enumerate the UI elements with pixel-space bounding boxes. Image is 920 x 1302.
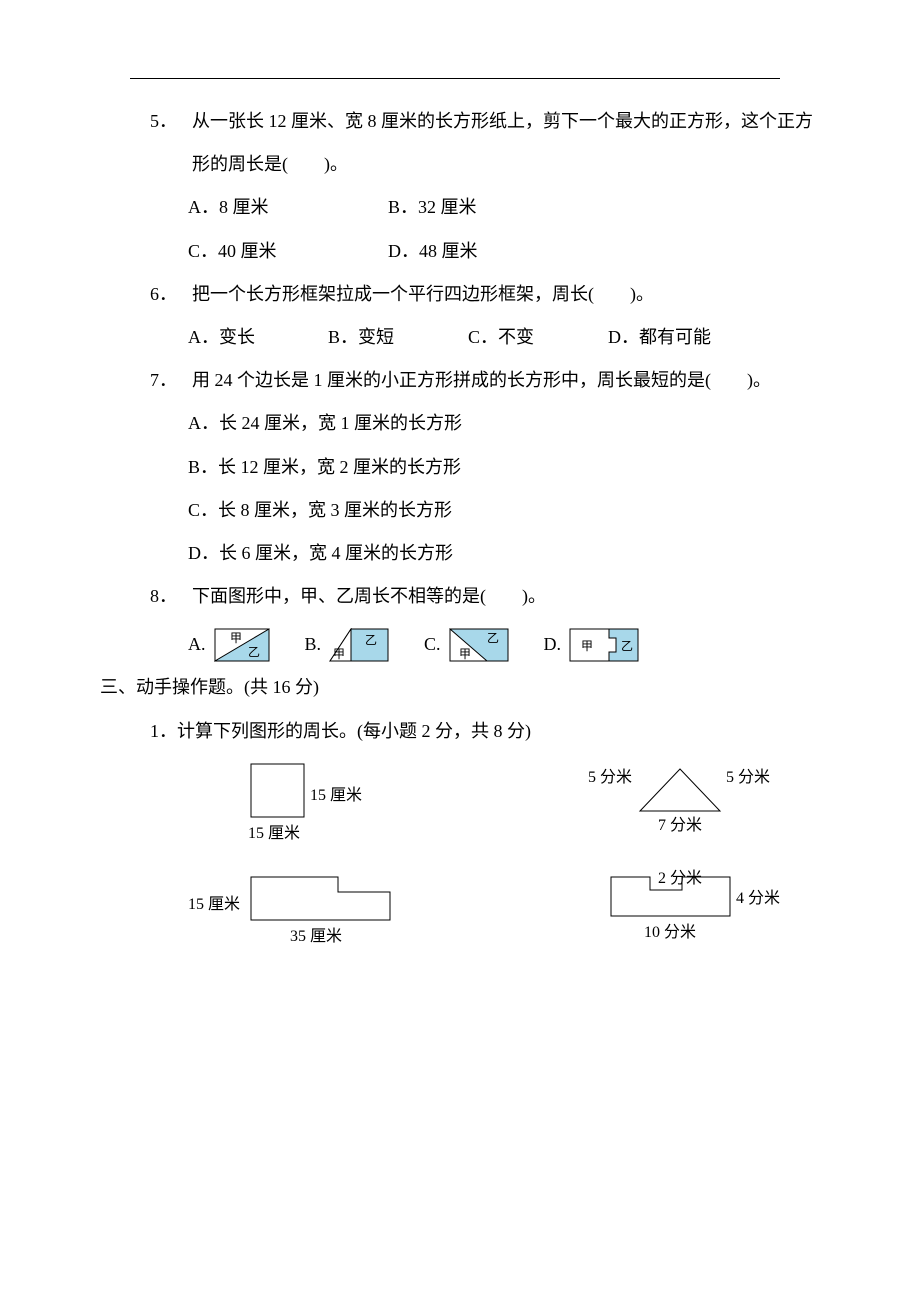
q5-num: 5． [150, 100, 192, 143]
q6-stem: 把一个长方形框架拉成一个平行四边形框架，周长( )。 [192, 284, 654, 304]
q8-fig-c: 甲 乙 [449, 628, 509, 662]
question-6: 6．把一个长方形框架拉成一个平行四边形框架，周长( )。 [150, 273, 830, 316]
yi-text: 乙 [487, 631, 499, 645]
q8-fig-a: 甲 乙 [214, 628, 270, 662]
q8-stem: 下面图形中，甲、乙周长不相等的是( )。 [192, 586, 546, 606]
q8-fig-d: 甲 乙 [569, 628, 639, 662]
s2-left: 5 分米 [588, 759, 632, 797]
q8-options: A. 甲 乙 B. 甲 乙 C. [188, 623, 830, 666]
s3-q1: 1．计算下列图形的周长。(每小题 2 分，共 8 分) [150, 710, 830, 753]
q8-opt-a-wrap: A. 甲 乙 [188, 623, 270, 666]
q6-opt-a: A．变长 [188, 316, 328, 359]
q5-opt-b: B．32 厘米 [388, 186, 588, 229]
header-rule [130, 78, 780, 79]
s3-q1-num: 1． [150, 721, 177, 741]
shape-1: 15 厘米 15 厘米 [180, 763, 460, 843]
s2-bottom: 7 分米 [658, 807, 702, 845]
q5-opt-c: C．40 厘米 [188, 230, 388, 273]
jia-text: 甲 [581, 639, 593, 653]
s2-right: 5 分米 [726, 759, 770, 797]
q8-fig-b: 甲 乙 [329, 628, 389, 662]
q6-opt-d: D．都有可能 [608, 316, 748, 359]
q8-opt-c-label: C. [424, 623, 441, 666]
jia-text: 甲 [230, 631, 242, 645]
yi-text: 乙 [365, 633, 377, 647]
page: 5．从一张长 12 厘米、宽 8 厘米的长方形纸上，剪下一个最大的正方形，这个正… [0, 0, 920, 1302]
q6-opt-c: C．不变 [468, 316, 608, 359]
q7-opt-c: C．长 8 厘米，宽 3 厘米的长方形 [188, 489, 830, 532]
q8-opt-c-wrap: C. 甲 乙 [424, 623, 509, 666]
s4-bottom: 10 分米 [644, 914, 696, 952]
yi-text: 乙 [248, 645, 260, 659]
s1-right: 15 厘米 [310, 777, 362, 815]
q8-opt-d-wrap: D. 甲 乙 [544, 623, 640, 666]
q5-opt-d: D．48 厘米 [388, 230, 588, 273]
q6-options: A．变长 B．变短 C．不变 D．都有可能 [188, 316, 830, 359]
question-5: 5．从一张长 12 厘米、宽 8 厘米的长方形纸上，剪下一个最大的正方形，这个正… [150, 100, 830, 186]
section-3-title: 三、动手操作题。(共 16 分) [100, 666, 830, 709]
q7-options: A．长 24 厘米，宽 1 厘米的长方形 B．长 12 厘米，宽 2 厘米的长方… [90, 402, 830, 575]
q7-num: 7． [150, 359, 192, 402]
content-body: 5．从一张长 12 厘米、宽 8 厘米的长方形纸上，剪下一个最大的正方形，这个正… [90, 100, 830, 948]
question-8: 8．下面图形中，甲、乙周长不相等的是( )。 [150, 575, 830, 618]
q8-opt-b-label: B. [305, 623, 322, 666]
s3-bottom: 35 厘米 [290, 918, 342, 956]
q6-opt-b: B．变短 [328, 316, 468, 359]
s3-q1-stem: 计算下列图形的周长。(每小题 2 分，共 8 分) [177, 721, 531, 741]
q8-opt-d-label: D. [544, 623, 562, 666]
s4-right: 4 分米 [736, 880, 780, 918]
q5-stem: 从一张长 12 厘米、宽 8 厘米的长方形纸上，剪下一个最大的正方形，这个正方形… [192, 111, 813, 174]
q5-options: A．8 厘米 B．32 厘米 C．40 厘米 D．48 厘米 [188, 186, 830, 272]
s1-bottom: 15 厘米 [248, 815, 300, 853]
s3-left: 15 厘米 [188, 886, 240, 924]
q7-opt-d: D．长 6 厘米，宽 4 厘米的长方形 [188, 532, 830, 575]
shape-3: 15 厘米 35 厘米 [180, 868, 460, 948]
q7-opt-b: B．长 12 厘米，宽 2 厘米的长方形 [188, 446, 830, 489]
question-7: 7．用 24 个边长是 1 厘米的小正方形拼成的长方形中，周长最短的是( )。 [150, 359, 830, 402]
jia-text: 甲 [333, 647, 345, 661]
jia-text: 甲 [459, 647, 471, 661]
s4-top: 2 分米 [658, 860, 702, 898]
q8-opt-a-label: A. [188, 623, 206, 666]
shape-4: 2 分米 4 分米 10 分米 [520, 868, 800, 948]
q8-opt-b-wrap: B. 甲 乙 [305, 623, 390, 666]
q7-stem: 用 24 个边长是 1 厘米的小正方形拼成的长方形中，周长最短的是( )。 [192, 370, 771, 390]
shapes-grid: 15 厘米 15 厘米 5 分米 5 分米 7 分米 15 厘米 35 厘米 [180, 763, 830, 948]
q6-num: 6． [150, 273, 192, 316]
q8-num: 8． [150, 575, 192, 618]
q7-opt-a: A．长 24 厘米，宽 1 厘米的长方形 [188, 402, 830, 445]
q5-opt-a: A．8 厘米 [188, 186, 388, 229]
shape-2: 5 分米 5 分米 7 分米 [520, 763, 800, 843]
yi-text: 乙 [621, 639, 633, 653]
